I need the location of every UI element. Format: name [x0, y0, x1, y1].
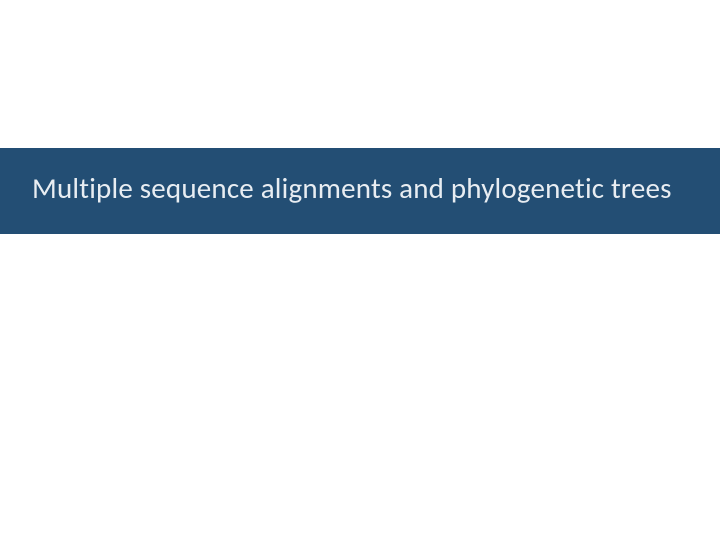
slide-title: Multiple sequence alignments and phyloge…	[32, 170, 688, 208]
title-band: Multiple sequence alignments and phyloge…	[0, 148, 720, 234]
